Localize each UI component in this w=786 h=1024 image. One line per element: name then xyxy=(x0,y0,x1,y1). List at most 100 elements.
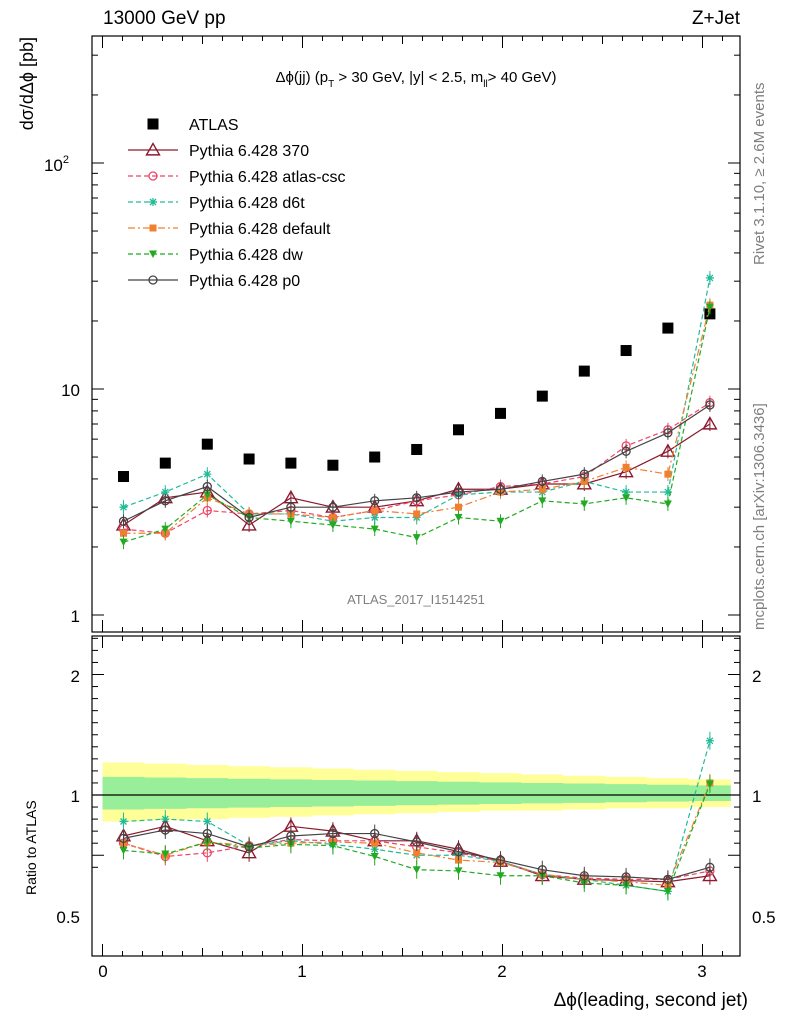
ratio-point xyxy=(702,867,718,882)
ratio-point xyxy=(371,839,379,847)
ratio-y-axis-label: Ratio to ATLAS xyxy=(23,800,39,895)
data-point xyxy=(454,514,463,522)
ratio-point xyxy=(160,825,170,835)
data-point xyxy=(203,491,212,499)
data-point xyxy=(120,529,127,537)
ratio-point xyxy=(537,865,547,875)
data-point xyxy=(663,428,673,438)
data-point xyxy=(119,538,128,547)
ratio-point xyxy=(454,867,463,875)
y-tick-label-10: 10 xyxy=(61,381,80,400)
ratio-point xyxy=(241,844,257,859)
ratio-point xyxy=(370,852,379,861)
ratio-y-tick-label-2-right: 2 xyxy=(752,667,761,686)
legend-label: Pythia 6.428 p0 xyxy=(189,273,300,290)
data-point xyxy=(412,534,421,542)
data-point xyxy=(203,470,212,479)
ratio-point xyxy=(328,842,337,850)
legend-item-pythia-6-428-dw: Pythia 6.428 dw xyxy=(128,247,303,264)
ratio-series-pythia-6-428-dw xyxy=(119,775,714,901)
ratio-point xyxy=(705,862,715,872)
legend-marker xyxy=(148,171,158,181)
header-left: 13000 GeV pp xyxy=(103,8,226,29)
ratio-point xyxy=(119,846,128,855)
ratio-point xyxy=(202,828,212,839)
data-point xyxy=(536,390,548,402)
data-point xyxy=(161,525,170,534)
legend-item-pythia-6-428-d6t: Pythia 6.428 d6t xyxy=(128,195,305,212)
data-point xyxy=(705,273,714,282)
uncertainty-band-green xyxy=(102,776,731,810)
ratio-point xyxy=(328,828,338,839)
data-point xyxy=(618,463,634,478)
legend-marker xyxy=(147,118,159,130)
ratio-y-tick-label-2-left: 2 xyxy=(71,667,80,686)
ratio-point xyxy=(286,831,296,841)
data-point xyxy=(413,510,421,518)
ratio-point xyxy=(203,817,212,826)
ratio-point xyxy=(119,817,128,826)
ratio-point xyxy=(496,872,505,880)
analysis-watermark: ATLAS_2017_I1514251 xyxy=(347,592,485,607)
data-point xyxy=(495,484,506,494)
header-right: Z+Jet xyxy=(692,8,741,29)
data-point xyxy=(370,513,379,522)
legend-marker xyxy=(149,198,157,206)
ratio-y-tick-label-05-left: 0.5 xyxy=(56,908,80,927)
data-point xyxy=(328,502,338,512)
data-point xyxy=(371,506,379,514)
legend-label: Pythia 6.428 370 xyxy=(189,143,309,160)
ratio-point xyxy=(161,850,170,859)
legend-marker xyxy=(148,275,158,285)
data-point xyxy=(286,502,296,512)
data-point xyxy=(327,459,339,471)
data-point xyxy=(620,345,632,357)
ratio-point xyxy=(663,887,672,896)
data-point xyxy=(660,443,676,457)
x-tick-label-0: 0 xyxy=(98,962,107,981)
ratio-point xyxy=(621,872,631,882)
ratio-point xyxy=(118,833,129,844)
data-point xyxy=(495,407,506,419)
ratio-point xyxy=(244,842,254,852)
legend-item-pythia-6-428-atlas-csc: Pythia 6.428 atlas-csc xyxy=(128,169,346,186)
data-point xyxy=(453,487,464,497)
ratio-point xyxy=(412,866,421,874)
data-point xyxy=(241,517,257,531)
data-point xyxy=(243,453,255,465)
ratio-point xyxy=(412,837,422,847)
x-tick-label-1: 1 xyxy=(297,962,306,981)
data-point xyxy=(453,424,464,436)
ratio-plot-panel: Ratio to ATLAS 2 1 0.5 2 1 0.5 0 1 2 3 Δ… xyxy=(23,635,776,1011)
data-point xyxy=(455,503,462,511)
ratio-point xyxy=(495,855,506,865)
ratio-y-tick-label-1-right: 1 xyxy=(752,787,761,806)
data-point xyxy=(705,400,715,410)
ratio-y-tick-label-1-left: 1 xyxy=(71,787,80,806)
legend-item-pythia-6-428-default: Pythia 6.428 default xyxy=(128,221,331,238)
legend: ATLAS Pythia 6.428 370 Pythia 6.428 atlas-… xyxy=(128,117,346,290)
legend-marker xyxy=(149,224,157,232)
main-title: Δϕ(jj) (pT > 30 GeV, |y| < 2.5, mll> 40 … xyxy=(276,69,557,90)
series-atlas xyxy=(118,308,716,483)
data-point xyxy=(705,303,714,312)
data-point xyxy=(579,469,589,479)
main-plot-frame xyxy=(91,35,741,633)
data-point xyxy=(412,493,422,503)
y-tick-label-1: 1 xyxy=(71,607,80,626)
data-point xyxy=(118,471,129,483)
main-plot-panel: Δϕ(jj) (pT > 30 GeV, |y| < 2.5, mll> 40 … xyxy=(17,35,741,956)
data-point xyxy=(244,512,254,523)
ratio-point xyxy=(663,874,673,884)
data-point xyxy=(286,517,295,526)
data-point xyxy=(622,463,630,471)
data-point xyxy=(537,476,547,487)
data-point xyxy=(329,514,337,522)
x-axis-label: Δϕ(leading, second jet) xyxy=(554,990,748,1011)
data-point xyxy=(285,457,297,469)
data-point xyxy=(370,525,379,534)
main-y-axis-label: dσ/dΔϕ [pb] xyxy=(17,37,37,130)
data-point xyxy=(118,516,129,526)
ratio-series-pythia-6-428-p0 xyxy=(118,820,715,889)
series-line-pythia-6-428-atlas-csc xyxy=(123,402,711,534)
